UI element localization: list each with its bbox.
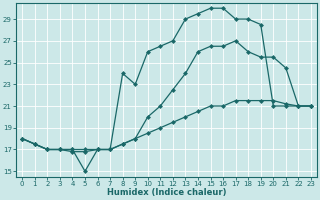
X-axis label: Humidex (Indice chaleur): Humidex (Indice chaleur) [107, 188, 226, 197]
